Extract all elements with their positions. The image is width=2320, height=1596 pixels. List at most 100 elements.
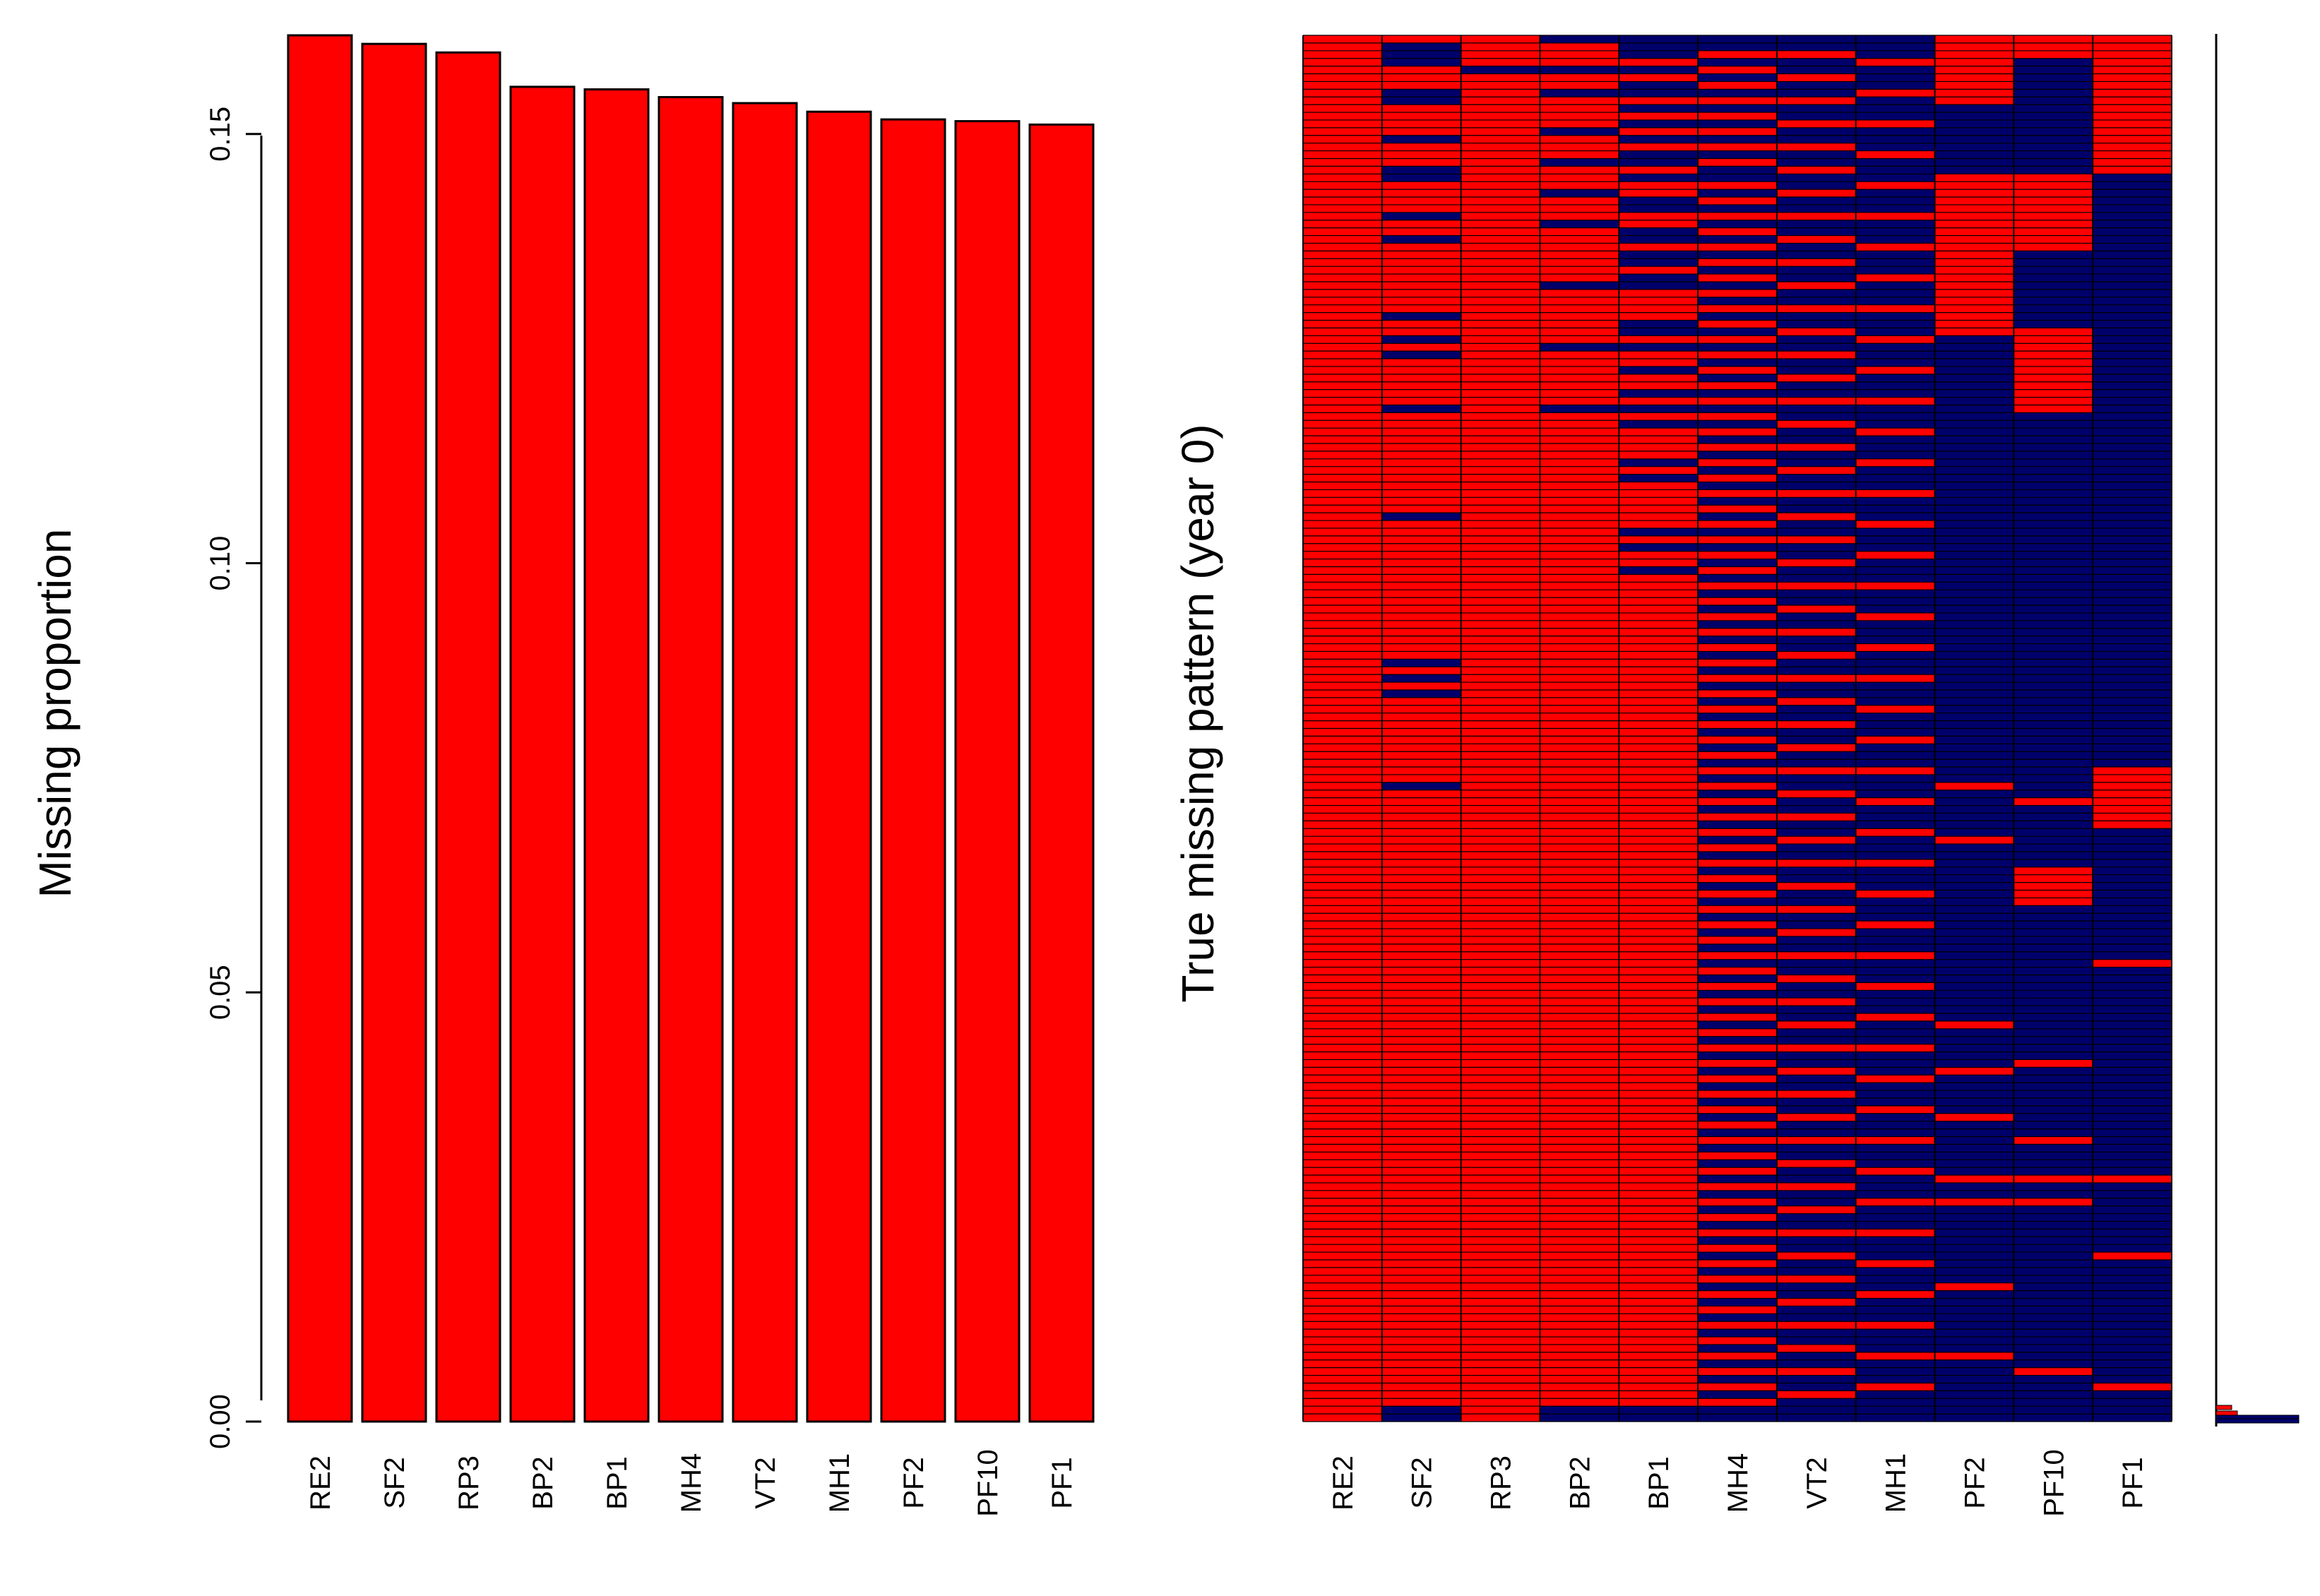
heatmap-missing-cell	[1381, 359, 1461, 367]
heatmap-missing-cell	[1303, 97, 1382, 105]
heatmap-missing-cell	[2093, 166, 2172, 174]
heatmap-missing-cell	[1303, 1044, 1382, 1052]
heatmap-missing-cell	[1540, 744, 1619, 752]
bar-bp2	[509, 85, 576, 1423]
heatmap-missing-cell	[1461, 620, 1540, 629]
heatmap-missing-cell	[1855, 150, 1935, 159]
bar-pf1	[1028, 123, 1095, 1423]
heatmap-missing-cell	[1540, 366, 1619, 374]
heatmap-missing-cell	[1619, 797, 1699, 806]
heatmap-missing-cell	[1381, 898, 1461, 906]
heatmap-missing-cell	[1698, 844, 1777, 852]
heatmap-missing-cell	[1776, 1067, 1856, 1076]
heatmap-missing-cell	[1303, 890, 1382, 898]
heatmap-missing-cell	[1540, 574, 1619, 583]
heatmap-missing-cell	[1381, 251, 1461, 259]
heatmap-missing-cell	[1381, 943, 1461, 952]
heatmap-missing-cell	[1619, 335, 1699, 344]
heatmap-missing-cell	[1619, 744, 1699, 752]
heatmap-missing-cell	[1381, 1321, 1461, 1330]
heatmap-missing-cell	[1381, 1375, 1461, 1383]
heatmap-missing-cell	[1619, 697, 1699, 705]
heatmap-missing-cell	[1540, 590, 1619, 598]
heatmap-missing-cell	[1461, 251, 1540, 259]
heatmap-missing-cell	[1381, 81, 1461, 90]
heatmap-missing-cell	[1776, 1020, 1856, 1029]
heatmap-missing-cell	[1619, 874, 1699, 883]
heatmap-missing-cell	[1303, 389, 1382, 398]
heatmap-missing-cell	[1461, 998, 1540, 1006]
heatmap-missing-cell	[1381, 412, 1461, 421]
heatmap-missing-cell	[1698, 243, 1777, 251]
heatmap-missing-cell	[1461, 643, 1540, 652]
heatmap-missing-cell	[1934, 1020, 2014, 1029]
bar-pf2	[880, 118, 946, 1423]
heatmap-missing-cell	[1381, 381, 1461, 390]
heatmap-missing-cell	[1303, 636, 1382, 644]
heatmap-missing-cell	[1855, 366, 1935, 374]
heatmap-missing-cell	[1381, 1244, 1461, 1253]
heatmap-missing-cell	[1619, 1136, 1699, 1145]
heatmap-missing-cell	[1698, 643, 1777, 652]
heatmap-missing-cell	[1303, 297, 1382, 305]
heatmap-missing-cell	[2013, 50, 2093, 59]
heatmap-missing-cell	[1776, 744, 1856, 752]
heatmap-missing-cell	[1381, 127, 1461, 136]
heatmap-missing-cell	[1303, 474, 1382, 482]
heatmap-missing-cell	[1381, 682, 1461, 690]
heatmap-missing-cell	[1698, 905, 1777, 914]
heatmap-missing-cell	[1303, 559, 1382, 567]
heatmap-missing-cell	[1303, 828, 1382, 837]
heatmap-missing-cell	[1540, 1367, 1619, 1376]
heatmap-missing-cell	[1381, 797, 1461, 806]
heatmap-missing-cell	[1776, 582, 1856, 590]
heatmap-missing-cell	[1540, 913, 1619, 922]
heatmap-missing-cell	[1619, 559, 1699, 567]
heatmap-missing-cell	[2093, 797, 2172, 806]
heatmap-missing-cell	[2013, 197, 2093, 205]
heatmap-missing-cell	[1381, 227, 1461, 236]
heatmap-missing-cell	[1540, 667, 1619, 675]
heatmap-missing-cell	[1540, 605, 1619, 613]
heatmap-missing-cell	[1540, 105, 1619, 113]
heatmap-missing-cell	[1303, 1067, 1382, 1076]
heatmap-missing-cell	[1698, 535, 1777, 544]
heatmap-missing-cell	[2013, 220, 2093, 228]
heatmap-missing-cell	[2013, 397, 2093, 405]
heatmap-missing-cell	[1698, 982, 1777, 991]
heatmap-missing-cell	[1461, 1190, 1540, 1198]
heatmap-missing-cell	[1855, 859, 1935, 867]
heatmap-missing-cell	[1540, 436, 1619, 443]
heatmap-missing-cell	[1855, 1259, 1935, 1268]
heatmap-missing-cell	[1381, 1398, 1461, 1407]
heatmap-missing-cell	[1698, 689, 1777, 698]
heatmap-xlabel-mh4: MH4	[1723, 1453, 1754, 1513]
heatmap-missing-cell	[1698, 705, 1777, 713]
heatmap-missing-cell	[1776, 1298, 1856, 1306]
heatmap-missing-cell	[1381, 959, 1461, 967]
heatmap-missing-cell	[1461, 458, 1540, 467]
heatmap-missing-cell	[1619, 836, 1699, 845]
heatmap-missing-cell	[1698, 659, 1777, 667]
heatmap-missing-cell	[1461, 1213, 1540, 1222]
heatmap-missing-cell	[1303, 127, 1382, 136]
heatmap-missing-cell	[1461, 220, 1540, 228]
bar-pf10	[954, 120, 1021, 1423]
heatmap-missing-cell	[1303, 1352, 1382, 1360]
heatmap-missing-cell	[1855, 58, 1935, 66]
heatmap-missing-cell	[1303, 667, 1382, 675]
heatmap-missing-cell	[1698, 1167, 1777, 1176]
heatmap-missing-cell	[1461, 335, 1540, 344]
heatmap-missing-cell	[1540, 551, 1619, 559]
heatmap-missing-cell	[1540, 1190, 1619, 1198]
heatmap-missing-cell	[1461, 428, 1540, 436]
heatmap-missing-cell	[1303, 705, 1382, 713]
heatmap-missing-cell	[1619, 1205, 1699, 1214]
heatmap-missing-cell	[1540, 597, 1619, 606]
heatmap-missing-cell	[1303, 1036, 1382, 1044]
heatmap-missing-cell	[1381, 73, 1461, 82]
heatmap-missing-cell	[1303, 281, 1382, 290]
heatmap-missing-cell	[1461, 297, 1540, 305]
heatmap-missing-cell	[1855, 582, 1935, 590]
heatmap-missing-cell	[1619, 189, 1699, 198]
